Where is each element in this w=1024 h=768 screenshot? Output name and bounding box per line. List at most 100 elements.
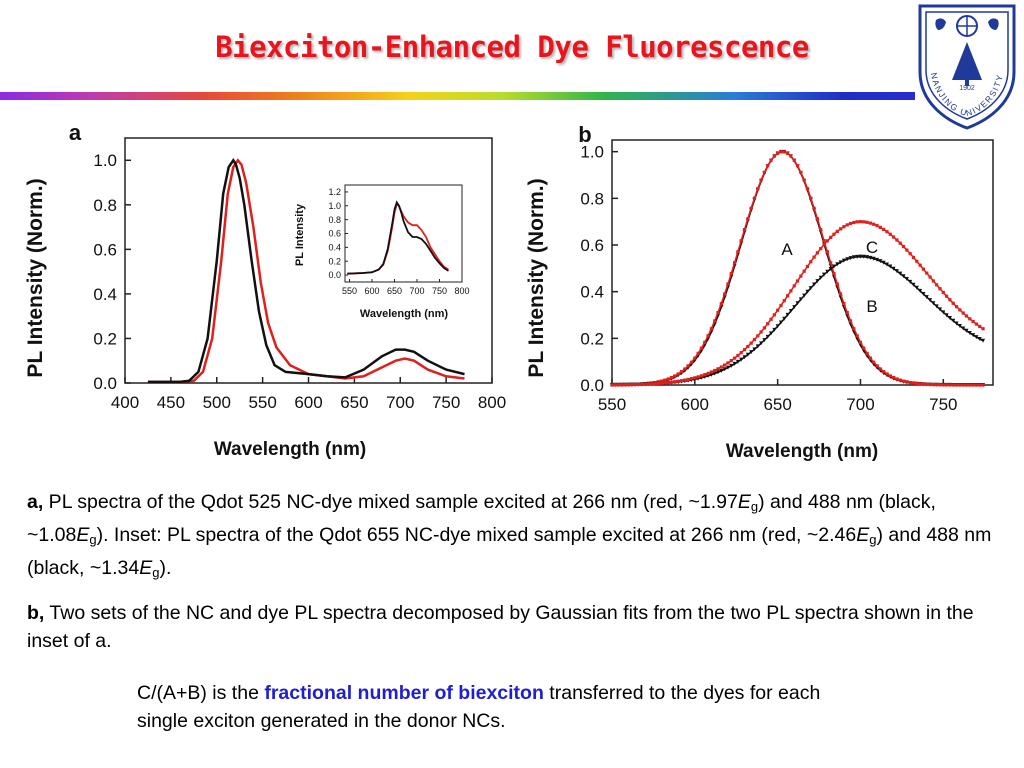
series-A-red-marker	[716, 310, 720, 315]
series-A-red-marker	[666, 377, 670, 381]
series-A-red-marker	[872, 360, 876, 364]
x-tick-label: 800	[454, 286, 469, 296]
series-A-red-marker	[785, 151, 790, 155]
series-C-red-marker	[703, 373, 707, 377]
series-A-red-marker	[898, 378, 902, 382]
series-B-black-marker	[947, 316, 952, 321]
series-B-black-line	[612, 255, 984, 386]
y-tick-label: 1.0	[328, 201, 341, 211]
series-C-red-marker	[713, 368, 717, 373]
series-C-red-marker	[918, 263, 922, 267]
series-A-red-marker	[901, 379, 906, 383]
series-C-red-marker	[742, 348, 747, 352]
series-B-black-marker	[911, 282, 916, 287]
series-A-red-marker	[865, 351, 869, 356]
series-B-black-marker	[924, 295, 929, 300]
series-B-black-marker	[894, 269, 899, 274]
series-C-red-marker	[795, 279, 800, 283]
y-axis-label: PL Intensity (Norm.)	[525, 178, 548, 377]
series-C-red-marker	[832, 232, 836, 236]
series-C-red-marker	[862, 220, 866, 224]
series-A-red-marker	[809, 196, 813, 200]
series-A-red-marker	[772, 154, 776, 158]
series-C-red-marker	[643, 382, 647, 386]
series-A-red-marker	[938, 383, 942, 387]
series-C-red-marker	[746, 344, 750, 349]
y-tick-label: 1.2	[328, 187, 341, 197]
series-B-black-marker	[778, 320, 783, 325]
series-B-black-marker	[795, 301, 800, 306]
x-tick-label: 650	[387, 286, 402, 296]
series-C-red-marker	[888, 232, 892, 236]
series-C-red-marker	[752, 337, 757, 342]
series-B-black-marker	[828, 267, 833, 272]
series-B-black-marker	[957, 324, 962, 329]
series-A-red-marker	[892, 376, 896, 380]
series-C-red-marker	[812, 255, 816, 259]
series-A-red-marker	[795, 164, 800, 168]
series-C-red-marker	[895, 238, 899, 242]
curve-label-a: A	[781, 240, 793, 259]
series-C-red-marker	[799, 274, 803, 278]
series-C-red-marker	[964, 314, 969, 318]
series-A-red-marker	[729, 271, 733, 276]
chart-panel-a: 400 450 500 550 600 650 700 750 800 0.0 0.2 0.4 0.6 0…	[24, 120, 506, 460]
series-B-black-marker	[914, 285, 919, 290]
series-B-black-marker	[851, 255, 856, 260]
series-A-red-marker	[918, 382, 922, 386]
series-C-red-marker	[865, 220, 869, 224]
series-C-red-marker	[630, 382, 634, 387]
series-C-red-marker	[706, 371, 710, 376]
series-B-black-marker	[755, 344, 760, 349]
series-B-black-marker	[805, 289, 810, 294]
series-A-red-marker	[776, 151, 780, 155]
series-B-black-marker	[881, 260, 886, 265]
series-A-red-marker	[706, 334, 710, 338]
series-C-red-marker	[968, 317, 972, 321]
series-B-black-marker	[709, 372, 714, 377]
series-C-red-marker	[736, 353, 740, 358]
eg-subscript: g	[869, 532, 877, 547]
series-C-red-marker	[829, 235, 833, 239]
series-A-red-marker	[945, 383, 949, 387]
series-C-red-marker	[723, 363, 727, 367]
y-axis-label: PL Intensity (Norm.)	[24, 178, 47, 377]
series-C-red-marker	[732, 356, 737, 360]
series-C-red-marker	[726, 361, 730, 365]
series-C-red-marker	[908, 252, 912, 256]
series-B-black-marker	[971, 333, 976, 338]
series-C-red-marker	[974, 322, 979, 326]
series-A-red-marker	[915, 381, 919, 386]
y-tick-label: 0.6	[328, 229, 341, 239]
x-tick-label: 750	[929, 395, 957, 414]
series-B-black-marker	[878, 259, 883, 264]
series-B-black-marker	[729, 363, 734, 368]
inset-line-red	[347, 202, 449, 275]
series-C-red-marker	[676, 379, 680, 383]
plot-frame	[611, 139, 994, 386]
series-C-red-marker	[954, 305, 959, 309]
series-A-red-marker	[931, 382, 935, 387]
x-tick-label: 750	[432, 393, 460, 412]
caption-a-text-2: ) and 488 nm (black, ~1.08	[27, 491, 936, 546]
series-C-red-marker	[620, 383, 624, 387]
series-A-red-marker	[762, 170, 766, 174]
series-A-red-marker	[839, 292, 843, 296]
y-tick-label: 0.8	[580, 189, 604, 208]
series-C-red-marker	[670, 380, 674, 384]
series-B-black-marker	[808, 286, 813, 291]
series-B-black-marker	[762, 338, 767, 343]
series-C-red-marker	[769, 317, 773, 321]
series-A-red-marker	[779, 150, 783, 154]
x-tick-label: 650	[340, 393, 368, 412]
series-B-black-marker	[749, 350, 754, 355]
eg-symbol: E	[139, 557, 153, 579]
series-A-red-marker	[736, 250, 740, 254]
series-C-red-marker	[938, 287, 942, 291]
series-A-red-marker	[673, 374, 677, 378]
x-tick-label: 700	[386, 393, 414, 412]
series-C-red-marker	[839, 227, 843, 231]
x-tick-label: 550	[342, 286, 357, 296]
series-C-red-marker	[915, 259, 919, 263]
series-B-black-marker	[954, 321, 959, 326]
